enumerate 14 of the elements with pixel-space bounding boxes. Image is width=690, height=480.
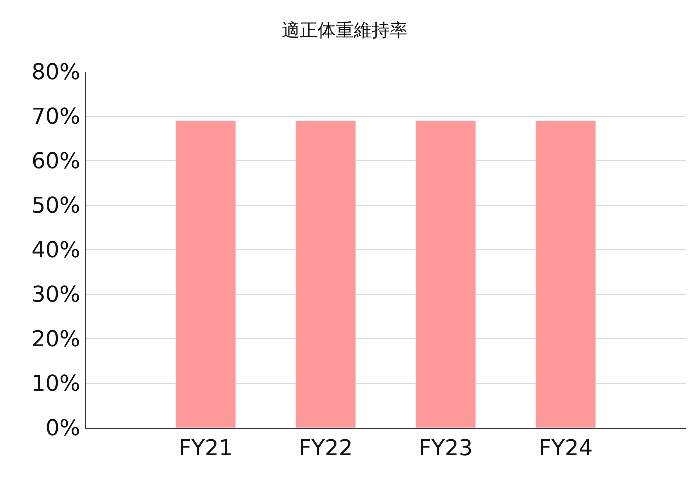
chart-title: 適正体重維持率 (282, 20, 408, 42)
x-tick-label: FY22 (298, 436, 354, 462)
y-tick-label: 30% (32, 283, 81, 308)
y-tick-label: 20% (32, 328, 81, 353)
y-tick-label: 0% (46, 416, 81, 442)
y-tick-label: 60% (32, 150, 81, 175)
x-tick-label: FY24 (538, 436, 594, 462)
y-tick-label: 40% (32, 238, 81, 264)
y-tick-label: 50% (32, 194, 81, 220)
x-tick-label: FY21 (178, 436, 234, 462)
x-tick-label: FY23 (418, 436, 474, 462)
y-tick-label: 70% (32, 105, 81, 130)
y-tick-label: 10% (32, 372, 81, 398)
y-tick-label: 80% (32, 60, 81, 86)
